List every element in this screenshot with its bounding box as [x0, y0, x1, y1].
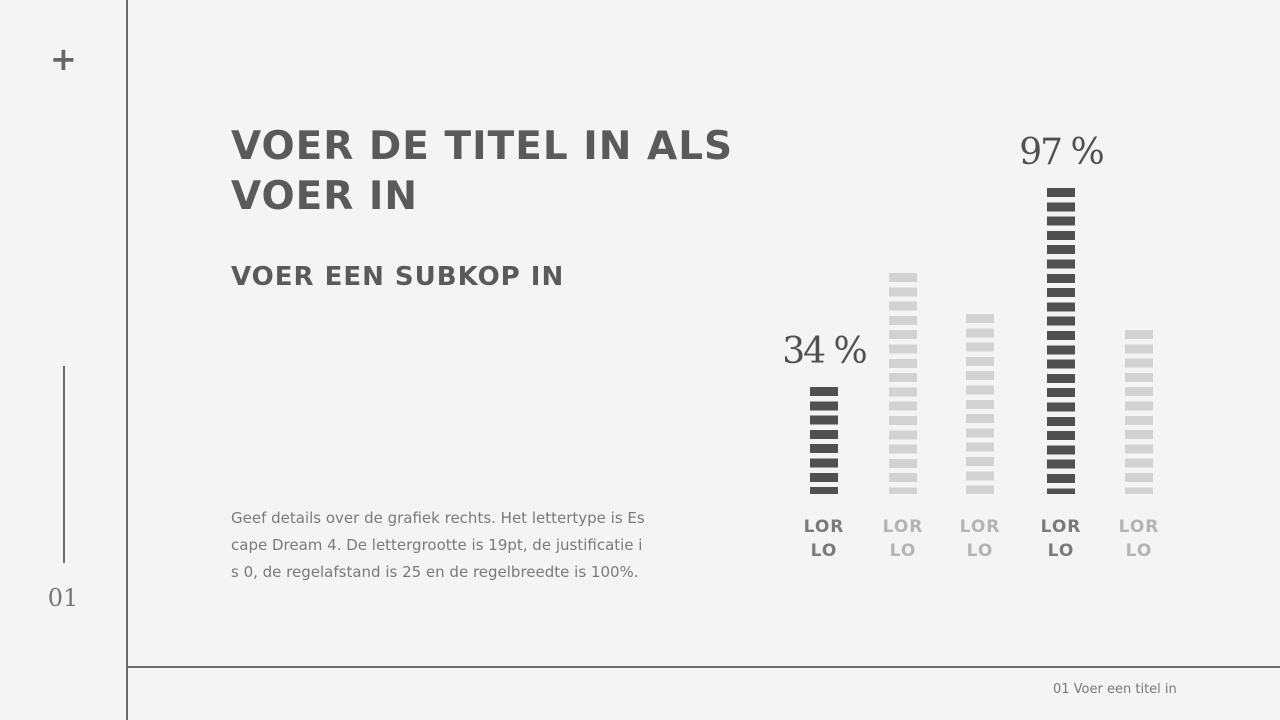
value-label: 97 % — [1019, 131, 1104, 173]
body-text: Geef details over de grafiek rechts. Het… — [231, 509, 645, 581]
category-label: LOR LO — [882, 517, 924, 561]
category-label: LOR LO — [959, 517, 1001, 561]
value-label: 34 % — [782, 330, 867, 372]
bar — [889, 273, 917, 494]
side-rule — [63, 366, 65, 563]
plus-icon: + — [50, 40, 77, 78]
horizontal-rule — [126, 666, 1280, 668]
vertical-rule — [126, 0, 128, 720]
footer: 01 Voer een titel in — [1053, 682, 1177, 697]
title: VOER DE TITEL IN ALS VOER IN — [231, 124, 734, 219]
category-label: LOR LO — [1118, 517, 1160, 561]
bar — [1125, 329, 1153, 494]
subtitle: VOER EEN SUBKOP IN — [231, 262, 565, 292]
bar — [810, 386, 838, 494]
bar — [966, 314, 994, 494]
category-label: LOR LO — [803, 517, 845, 561]
category-label: LOR LO — [1040, 517, 1082, 561]
slide-number: 01 — [47, 584, 79, 612]
bar — [1047, 187, 1075, 494]
